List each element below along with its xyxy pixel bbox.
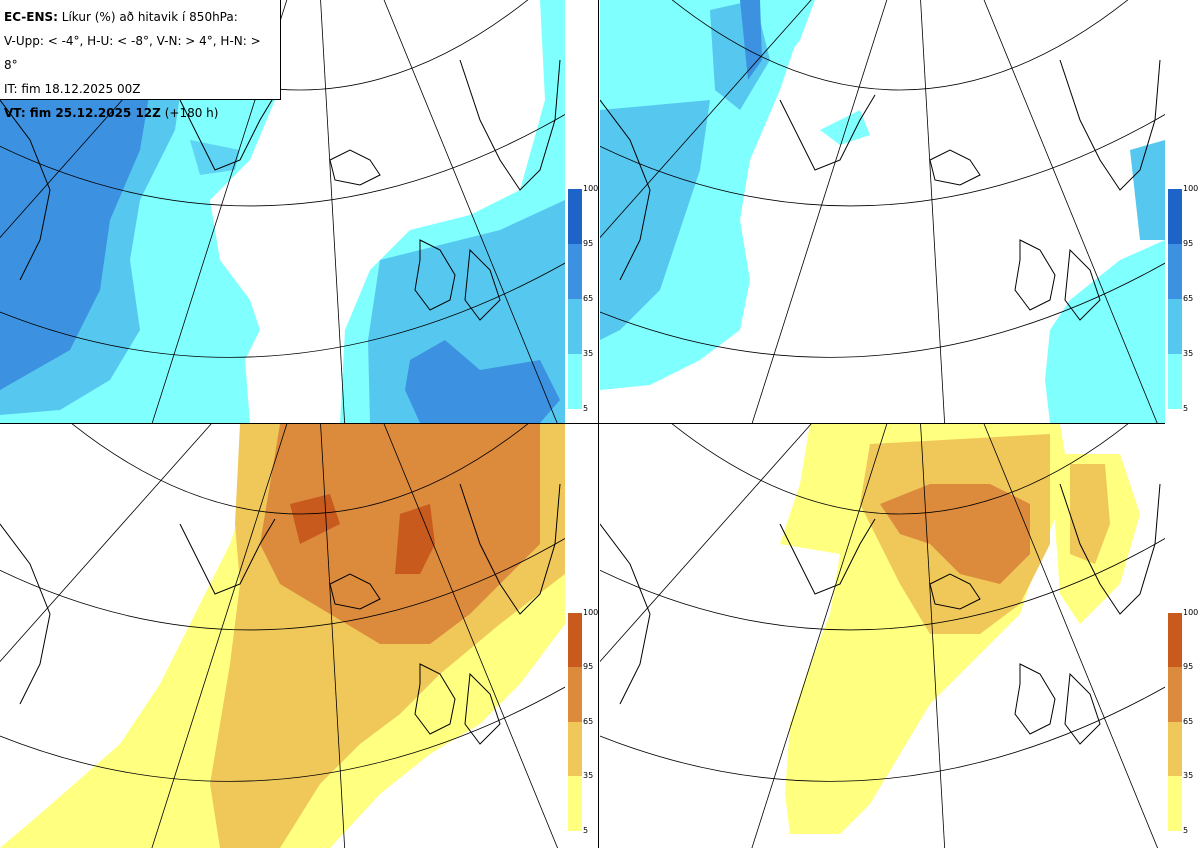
colorbar-tick: 35 [583, 349, 594, 358]
map-panel-cold-minus4: EC-ENS: Líkur (%) að hitavik í 850hPa: V… [0, 0, 565, 423]
prob-area-mid [600, 100, 710, 340]
probability-map [600, 0, 1165, 423]
colorbar-tick: 35 [583, 771, 594, 780]
colorbar-tick: 95 [1183, 662, 1194, 671]
colorbar-tick: 65 [1183, 717, 1194, 726]
colorbar-tick: 100 [1183, 184, 1199, 193]
threshold-text: V-Upp: < -4°, H-U: < -8°, V-N: > 4°, H-N… [4, 34, 261, 72]
colorbar-cold-right: 100 95 65 35 5 [1168, 185, 1200, 413]
colorbar-tick: 5 [583, 404, 589, 413]
prob-area-top [290, 494, 340, 544]
prob-area-low [1045, 240, 1165, 423]
lead-time: (+180 h) [164, 106, 219, 120]
colorbar-warm-right: 100 95 65 35 5 [1168, 609, 1200, 835]
prob-area-low [820, 110, 870, 145]
colorbar-tick: 95 [583, 239, 594, 248]
init-time: IT: fim 18.12.2025 00Z [4, 82, 141, 96]
map-grid [0, 424, 565, 848]
colorbar-tick: 5 [1183, 404, 1189, 413]
colorbar-cold-left: 100 95 65 35 5 [568, 185, 600, 413]
coastline [0, 59, 561, 321]
map-grid [600, 0, 1165, 423]
colorbar-tick: 100 [1183, 608, 1199, 617]
panel-divider-horizontal [0, 423, 1165, 424]
map-grid [600, 424, 1165, 848]
probability-map [600, 424, 1165, 848]
map-panel-warm-plus8 [600, 424, 1165, 848]
map-panel-warm-plus4 [0, 424, 565, 848]
prob-area-low [600, 0, 815, 110]
colorbar-tick: 65 [1183, 294, 1194, 303]
prob-area-high [880, 484, 1030, 584]
colorbar-tick: 95 [583, 662, 594, 671]
map-info-box: EC-ENS: Líkur (%) að hitavik í 850hPa: V… [0, 0, 281, 120]
prob-area-mid [190, 140, 240, 175]
colorbar-tick: 95 [1183, 239, 1194, 248]
prob-area-high [405, 340, 560, 423]
colorbar-tick: 100 [583, 184, 599, 193]
probability-map [0, 0, 565, 423]
coastline [600, 59, 1161, 321]
map-panel-cold-minus8 [600, 0, 1165, 423]
colorbar-warm-left: 100 95 65 35 5 [568, 609, 600, 835]
prob-area-mid [1130, 140, 1165, 240]
prob-area-mid [1070, 464, 1110, 564]
prob-area-high [740, 0, 762, 80]
panel-divider-vertical [598, 0, 599, 848]
colorbar-tick: 65 [583, 717, 594, 726]
colorbar-tick: 5 [583, 826, 589, 835]
colorbar-tick: 35 [1183, 349, 1194, 358]
coastline [0, 483, 561, 745]
prob-area-top [395, 504, 435, 574]
coastline [600, 483, 1161, 745]
colorbar-tick: 100 [583, 608, 599, 617]
model-label: EC-ENS: [4, 10, 58, 24]
colorbar-tick: 35 [1183, 771, 1194, 780]
valid-time: VT: fim 25.12.2025 12Z [4, 106, 161, 120]
colorbar-tick: 65 [583, 294, 594, 303]
map-title: Líkur (%) að hitavik í 850hPa: [61, 10, 238, 24]
colorbar-tick: 5 [1183, 826, 1189, 835]
probability-map [0, 424, 565, 848]
